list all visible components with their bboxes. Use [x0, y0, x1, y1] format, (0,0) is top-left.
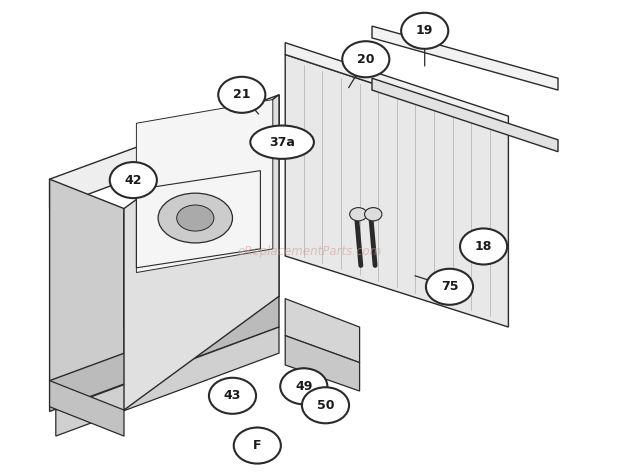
- Polygon shape: [124, 95, 279, 327]
- Polygon shape: [285, 55, 508, 327]
- Text: F: F: [253, 439, 262, 452]
- Text: 18: 18: [475, 240, 492, 253]
- Polygon shape: [285, 299, 360, 363]
- Text: 42: 42: [125, 173, 142, 187]
- Circle shape: [426, 269, 473, 305]
- Polygon shape: [56, 327, 279, 436]
- Polygon shape: [50, 296, 279, 411]
- Polygon shape: [285, 336, 360, 391]
- Polygon shape: [124, 95, 279, 410]
- Text: 21: 21: [233, 88, 250, 101]
- Polygon shape: [136, 100, 273, 273]
- Text: eReplacementParts.com: eReplacementParts.com: [238, 245, 382, 258]
- Circle shape: [110, 162, 157, 198]
- Circle shape: [302, 387, 349, 423]
- Text: 43: 43: [224, 389, 241, 402]
- Text: 37a: 37a: [269, 136, 295, 149]
- Polygon shape: [285, 43, 508, 128]
- Text: 19: 19: [416, 24, 433, 37]
- Text: 75: 75: [441, 280, 458, 293]
- Circle shape: [460, 228, 507, 264]
- Circle shape: [350, 208, 367, 221]
- Text: 50: 50: [317, 399, 334, 412]
- Circle shape: [218, 77, 265, 113]
- Circle shape: [401, 13, 448, 49]
- Text: 49: 49: [295, 380, 312, 393]
- Circle shape: [234, 428, 281, 464]
- Circle shape: [280, 368, 327, 404]
- Ellipse shape: [250, 126, 314, 159]
- Polygon shape: [372, 26, 558, 90]
- Circle shape: [209, 378, 256, 414]
- Polygon shape: [50, 381, 124, 436]
- Circle shape: [365, 208, 382, 221]
- Text: 20: 20: [357, 53, 374, 66]
- Polygon shape: [50, 179, 124, 410]
- Polygon shape: [372, 78, 558, 152]
- Ellipse shape: [158, 193, 232, 243]
- Polygon shape: [50, 95, 279, 209]
- Circle shape: [342, 41, 389, 77]
- Ellipse shape: [177, 205, 214, 231]
